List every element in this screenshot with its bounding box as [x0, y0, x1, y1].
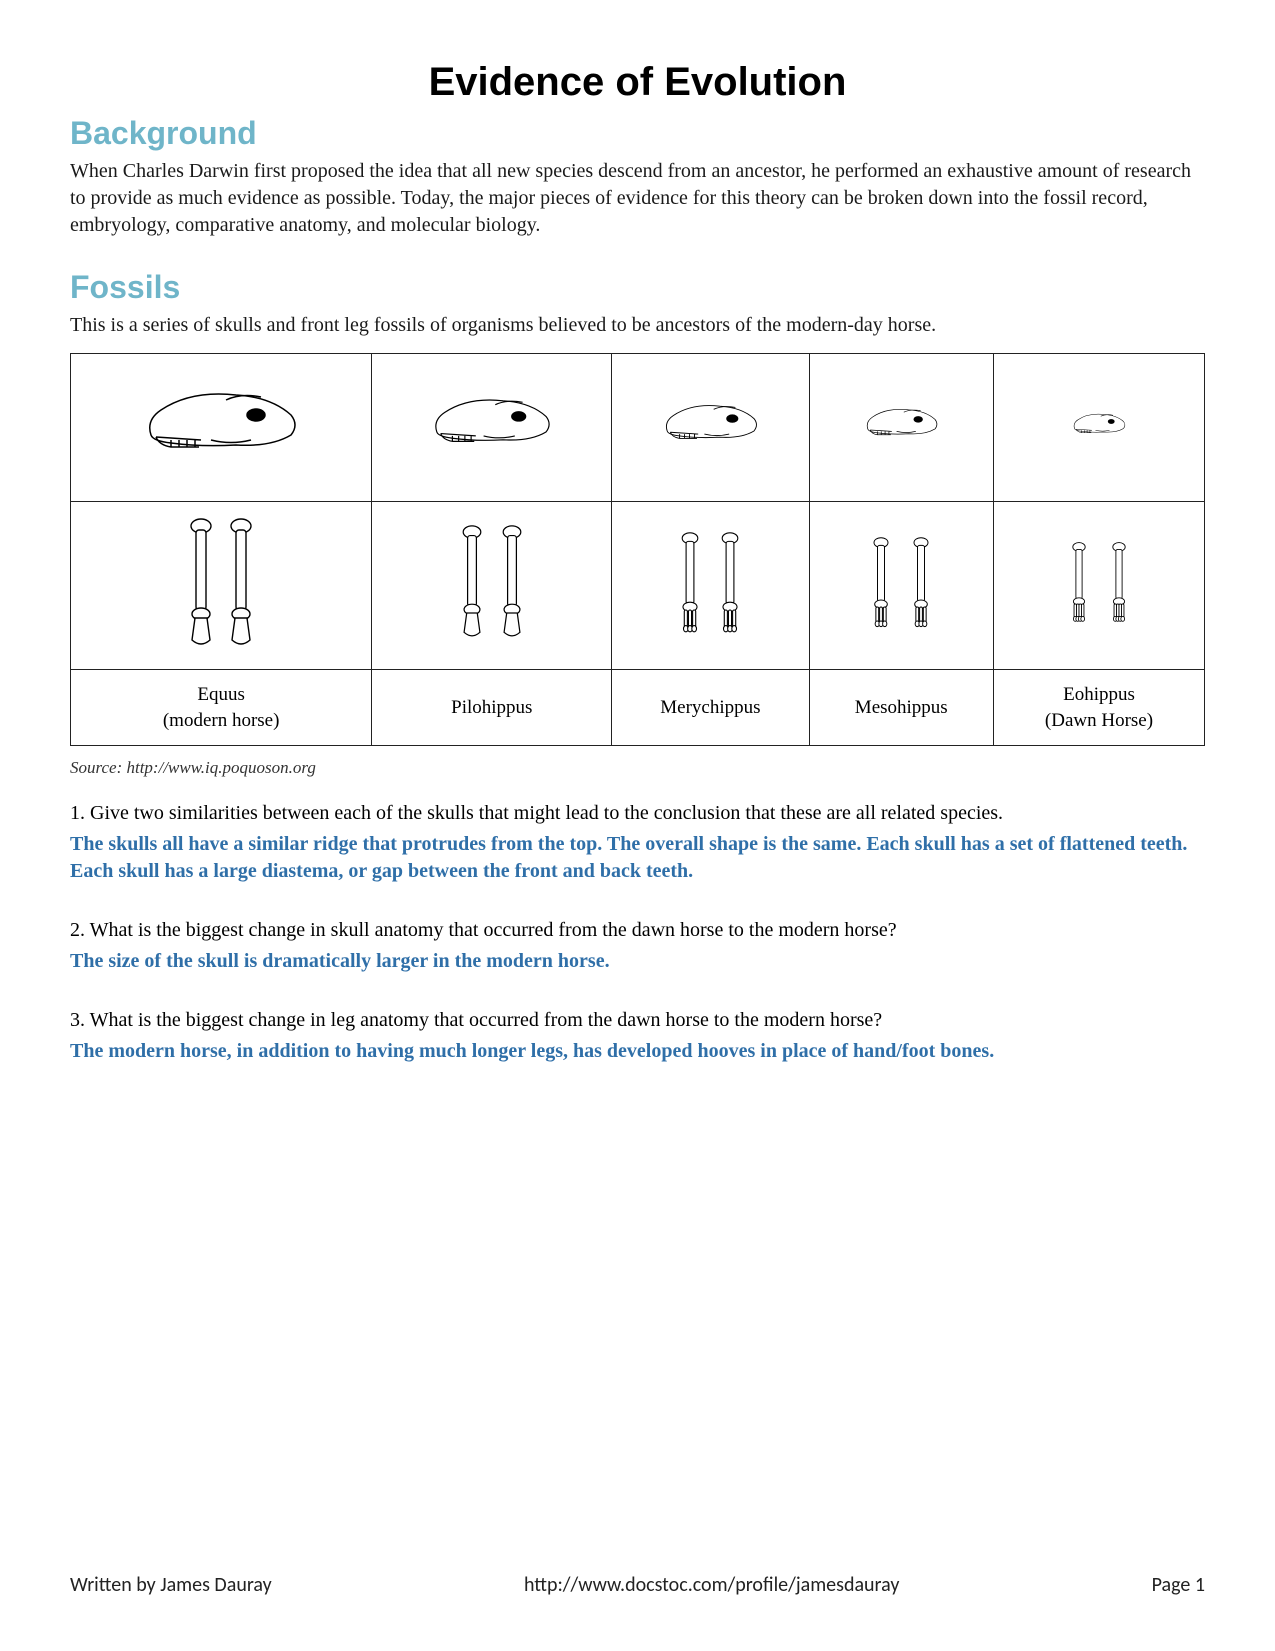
label-2-line1: Merychippus [660, 697, 760, 718]
skull-cell-0 [71, 354, 372, 502]
leg-cell-3 [809, 502, 993, 670]
skull-cell-1 [372, 354, 612, 502]
background-text: When Charles Darwin first proposed the i… [70, 158, 1205, 239]
leg-cell-4 [993, 502, 1204, 670]
page-footer: Written by James Dauray http://www.docst… [70, 1573, 1205, 1597]
question-3: 3. What is the biggest change in leg ana… [70, 1007, 1205, 1034]
question-2: 2. What is the biggest change in skull a… [70, 917, 1205, 944]
leg-row [71, 502, 1205, 670]
skull-cell-2 [612, 354, 809, 502]
footer-url: http://www.docstoc.com/profile/jamesdaur… [524, 1573, 899, 1597]
fossil-source: Source: http://www.iq.poquoson.org [70, 758, 1205, 778]
footer-author: Written by James Dauray [70, 1573, 272, 1597]
background-heading: Background [70, 115, 1205, 152]
label-cell-3: Mesohippus [809, 670, 993, 746]
leg-cell-0 [71, 502, 372, 670]
answer-2: The size of the skull is dramatically la… [70, 948, 1205, 975]
label-row: Equus (modern horse) Pilohippus Merychipp… [71, 670, 1205, 746]
label-4-line2: (Dawn Horse) [1045, 710, 1153, 731]
answer-1: The skulls all have a similar ridge that… [70, 831, 1205, 885]
label-0-line1: Equus [197, 684, 245, 705]
label-cell-1: Pilohippus [372, 670, 612, 746]
document-title: Evidence of Evolution [70, 60, 1205, 105]
qa-block-3: 3. What is the biggest change in leg ana… [70, 1007, 1205, 1065]
fossils-intro: This is a series of skulls and front leg… [70, 312, 1205, 339]
label-1-line1: Pilohippus [451, 697, 532, 718]
label-4-line1: Eohippus [1063, 684, 1135, 705]
label-3-line1: Mesohippus [855, 697, 948, 718]
footer-page: Page 1 [1152, 1573, 1205, 1597]
skull-cell-3 [809, 354, 993, 502]
skull-cell-4 [993, 354, 1204, 502]
leg-cell-1 [372, 502, 612, 670]
label-cell-0: Equus (modern horse) [71, 670, 372, 746]
qa-block-2: 2. What is the biggest change in skull a… [70, 917, 1205, 975]
leg-cell-2 [612, 502, 809, 670]
fossils-heading: Fossils [70, 269, 1205, 306]
answer-3: The modern horse, in addition to having … [70, 1038, 1205, 1065]
question-1: 1. Give two similarities between each of… [70, 800, 1205, 827]
label-cell-2: Merychippus [612, 670, 809, 746]
label-0-line2: (modern horse) [163, 710, 280, 731]
skull-row [71, 354, 1205, 502]
fossil-table: Equus (modern horse) Pilohippus Merychipp… [70, 353, 1205, 746]
label-cell-4: Eohippus (Dawn Horse) [993, 670, 1204, 746]
qa-block-1: 1. Give two similarities between each of… [70, 800, 1205, 885]
